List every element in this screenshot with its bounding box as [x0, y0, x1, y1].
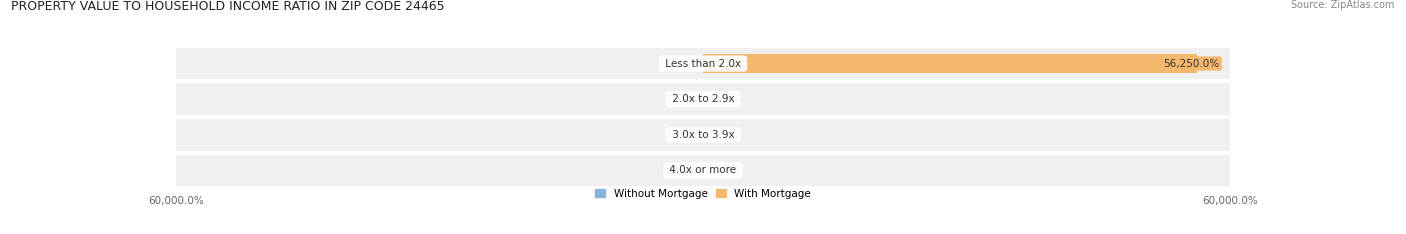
Text: 18.1%: 18.1%	[665, 58, 699, 69]
Text: Less than 2.0x: Less than 2.0x	[662, 58, 744, 69]
Bar	[176, 84, 1230, 115]
Text: 37.9%: 37.9%	[665, 165, 699, 176]
Text: 35.7%: 35.7%	[707, 94, 741, 104]
Text: 4.0x or more: 4.0x or more	[666, 165, 740, 176]
Text: 3.0x to 3.9x: 3.0x to 3.9x	[669, 130, 737, 140]
Bar	[176, 155, 1230, 186]
Text: 16.7%: 16.7%	[707, 165, 741, 176]
Text: 56,250.0%: 56,250.0%	[1164, 58, 1219, 69]
Text: 32.7%: 32.7%	[707, 130, 741, 140]
Bar	[703, 54, 1198, 73]
Text: 21.6%: 21.6%	[665, 94, 699, 104]
Text: 20.2%: 20.2%	[665, 130, 699, 140]
Bar	[176, 119, 1230, 150]
Text: 2.0x to 2.9x: 2.0x to 2.9x	[669, 94, 737, 104]
Text: Source: ZipAtlas.com: Source: ZipAtlas.com	[1291, 0, 1395, 10]
Legend: Without Mortgage, With Mortgage: Without Mortgage, With Mortgage	[595, 189, 811, 199]
Text: PROPERTY VALUE TO HOUSEHOLD INCOME RATIO IN ZIP CODE 24465: PROPERTY VALUE TO HOUSEHOLD INCOME RATIO…	[11, 0, 444, 13]
Bar	[176, 48, 1230, 79]
